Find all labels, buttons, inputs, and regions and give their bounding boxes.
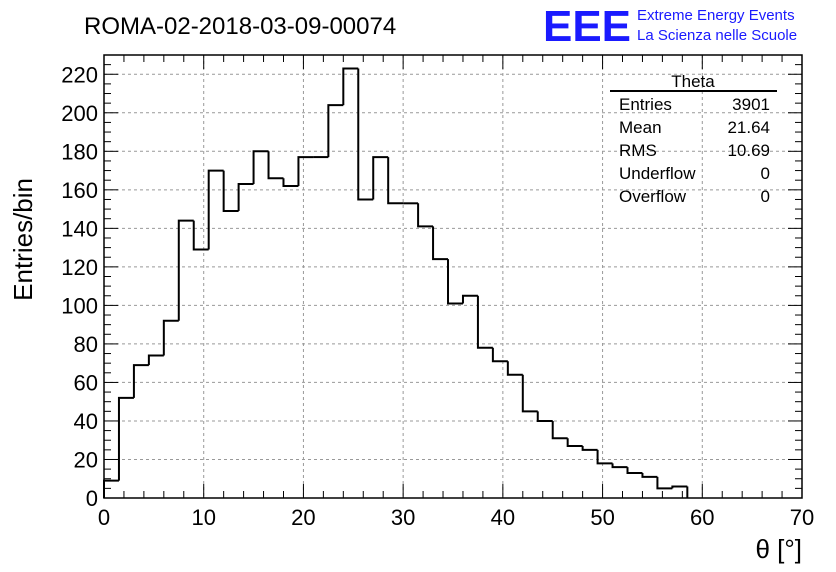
histogram-bin	[372, 156, 389, 200]
histogram-bin	[506, 361, 523, 376]
histogram-bin	[491, 347, 508, 363]
axis-ticks	[103, 54, 803, 499]
stats-row-value: 0	[761, 164, 770, 183]
x-tick-label: 0	[98, 505, 110, 530]
histogram-bin	[222, 170, 239, 213]
x-tick-label: 70	[790, 505, 814, 530]
y-tick-label: 120	[61, 255, 98, 280]
x-tick-label: 60	[690, 505, 714, 530]
tick-labels: 0 10 20 30 40 50 60 70 0 20 40 60 80 100 120 140 160 180 2…	[61, 62, 814, 530]
y-axis-label: Entries/bin	[8, 178, 38, 301]
histogram-bin	[132, 364, 149, 398]
histogram-bin	[551, 420, 568, 440]
histogram-bin	[162, 319, 179, 356]
eee-logo-mark: EEE	[543, 2, 631, 51]
histogram-bin	[656, 476, 673, 490]
histogram-bin	[147, 354, 164, 366]
x-tick-label: 10	[191, 505, 215, 530]
eee-logo: EEE Extreme Energy Events La Scienza nel…	[543, 2, 797, 51]
histogram-bars	[103, 67, 689, 498]
stats-rows: Entries 3901 Mean 21.64 RMS 10.69 Underflow 0 Ov…	[619, 95, 770, 206]
stats-row-value: 0	[761, 187, 770, 206]
stats-row-label: Overflow	[619, 187, 687, 206]
x-tick-label: 20	[291, 505, 315, 530]
histogram-bin	[103, 479, 119, 498]
eee-logo-line2: La Scienza nelle Scuole	[637, 27, 797, 44]
histogram-bin	[626, 467, 643, 474]
stats-row-label: Mean	[619, 118, 662, 137]
stats-title: Theta	[671, 72, 715, 91]
histogram-bin	[611, 463, 628, 469]
histogram-bin	[432, 226, 449, 261]
y-tick-label: 180	[61, 139, 98, 164]
histogram-bin	[357, 68, 374, 201]
y-tick-label: 140	[61, 216, 98, 241]
grid	[104, 55, 802, 498]
y-tick-label: 220	[61, 62, 98, 87]
stats-row-value: 21.64	[727, 118, 770, 137]
chart-title: ROMA-02-2018-03-09-00074	[84, 13, 396, 40]
histogram-bin	[447, 259, 463, 305]
y-tick-label: 40	[74, 409, 98, 434]
stats-row-value: 3901	[732, 95, 770, 114]
histogram-bin	[177, 219, 194, 321]
plot-frame	[103, 54, 803, 499]
histogram-bin	[207, 169, 224, 250]
histogram-bin	[461, 294, 478, 304]
x-tick-label: 30	[391, 505, 415, 530]
histogram-bin	[387, 157, 404, 205]
stats-row-label: Entries	[619, 95, 672, 114]
x-tick-label: 50	[590, 505, 614, 530]
histogram-bin	[252, 150, 269, 185]
histogram-bin	[267, 151, 284, 180]
stats-box: Theta Entries 3901 Mean 21.64 RMS 10.69 Underf…	[610, 72, 777, 206]
plot-border	[103, 54, 803, 499]
x-tick-label: 40	[491, 505, 515, 530]
y-tick-label: 20	[74, 447, 98, 472]
y-tick-label: 80	[74, 332, 98, 357]
histogram-bin	[476, 295, 493, 349]
stats-row-value: 10.69	[727, 141, 770, 160]
histogram-bin	[237, 183, 254, 212]
eee-logo-line1: Extreme Energy Events	[637, 7, 795, 24]
histogram-bin	[671, 485, 688, 489]
y-tick-label: 160	[61, 178, 98, 203]
histogram-bin	[581, 445, 598, 451]
y-tick-label: 100	[61, 293, 98, 318]
histogram-bin	[192, 220, 209, 251]
histogram-bin	[282, 178, 299, 187]
histogram-bin	[566, 438, 583, 447]
histogram-bin	[417, 203, 434, 228]
histogram-bin	[641, 472, 658, 478]
y-tick-label: 60	[74, 370, 98, 395]
histogram-bin	[536, 411, 553, 422]
stats-row-label: RMS	[619, 141, 657, 160]
histogram-bin	[521, 374, 538, 413]
y-tick-label: 200	[61, 101, 98, 126]
y-tick-label: 0	[86, 486, 98, 511]
stats-row-label: Underflow	[619, 164, 696, 183]
histogram-bin	[596, 449, 613, 465]
histogram-bin	[297, 156, 314, 186]
histogram-bin	[342, 67, 359, 106]
x-axis-label: θ [°]	[755, 534, 802, 564]
histogram-bin	[117, 396, 134, 481]
histogram-bin	[327, 104, 344, 158]
